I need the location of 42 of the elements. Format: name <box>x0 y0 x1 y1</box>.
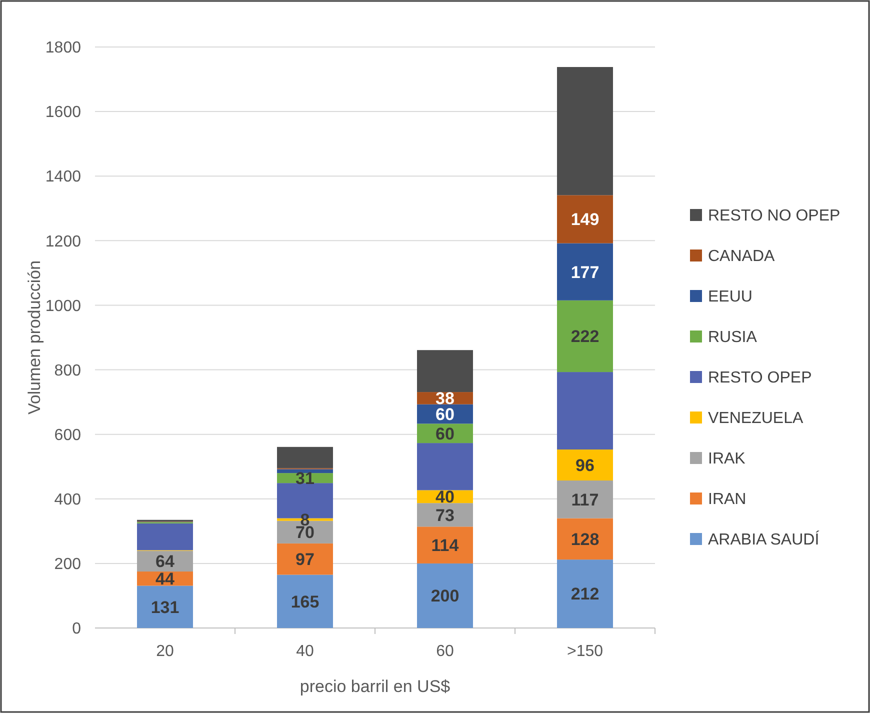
data-label: 200 <box>430 586 460 606</box>
y-tick-label: 800 <box>54 362 82 380</box>
y-tick-label: 1200 <box>45 233 82 250</box>
data-label: 40 <box>436 488 454 507</box>
legend-label: IRAK <box>708 450 746 468</box>
data-label: 60 <box>436 424 454 444</box>
data-label: 64 <box>156 552 175 572</box>
data-label: 177 <box>570 262 600 282</box>
y-tick-label: 1600 <box>45 104 82 122</box>
data-label: 128 <box>570 530 600 549</box>
data-label: 117 <box>571 490 599 510</box>
x-axis-title: precio barril en US$ <box>300 677 451 696</box>
legend-label: IRAN <box>708 491 746 508</box>
legend-label: RUSIA <box>708 329 758 346</box>
data-label: 165 <box>290 592 320 612</box>
legend-label: ARABIA SAUDÍ <box>708 530 820 549</box>
y-tick-label: 400 <box>54 491 82 508</box>
legend-label: RESTO NO OPEP <box>708 208 840 225</box>
y-tick-label: 0 <box>72 620 82 638</box>
y-tick-label: 200 <box>54 556 82 574</box>
legend-label: CANADA <box>708 248 776 266</box>
data-label: 114 <box>431 536 460 555</box>
data-label: 212 <box>570 584 600 604</box>
data-label: 73 <box>436 506 454 525</box>
x-tick-label: >150 <box>566 643 604 660</box>
data-label: 222 <box>570 327 600 346</box>
y-tick-label: 1400 <box>45 168 82 186</box>
data-label: 97 <box>296 550 314 570</box>
y-tick-label: 1000 <box>45 298 82 315</box>
legend-label: RESTO OPEP <box>708 370 812 387</box>
legend-label: VENEZUELA <box>708 410 804 428</box>
data-label: 149 <box>570 210 600 230</box>
legend-label: EEUU <box>708 288 752 306</box>
data-label: 44 <box>156 570 175 589</box>
data-label: 96 <box>576 456 594 475</box>
data-label: 131 <box>150 598 180 617</box>
x-tick-label: 60 <box>436 643 454 660</box>
y-tick-label: 1800 <box>45 40 82 57</box>
x-tick-label: 20 <box>156 643 174 660</box>
y-axis-title: Volumen producción <box>25 260 44 415</box>
x-tick-label: 40 <box>296 643 314 660</box>
y-tick-label: 600 <box>54 426 82 444</box>
